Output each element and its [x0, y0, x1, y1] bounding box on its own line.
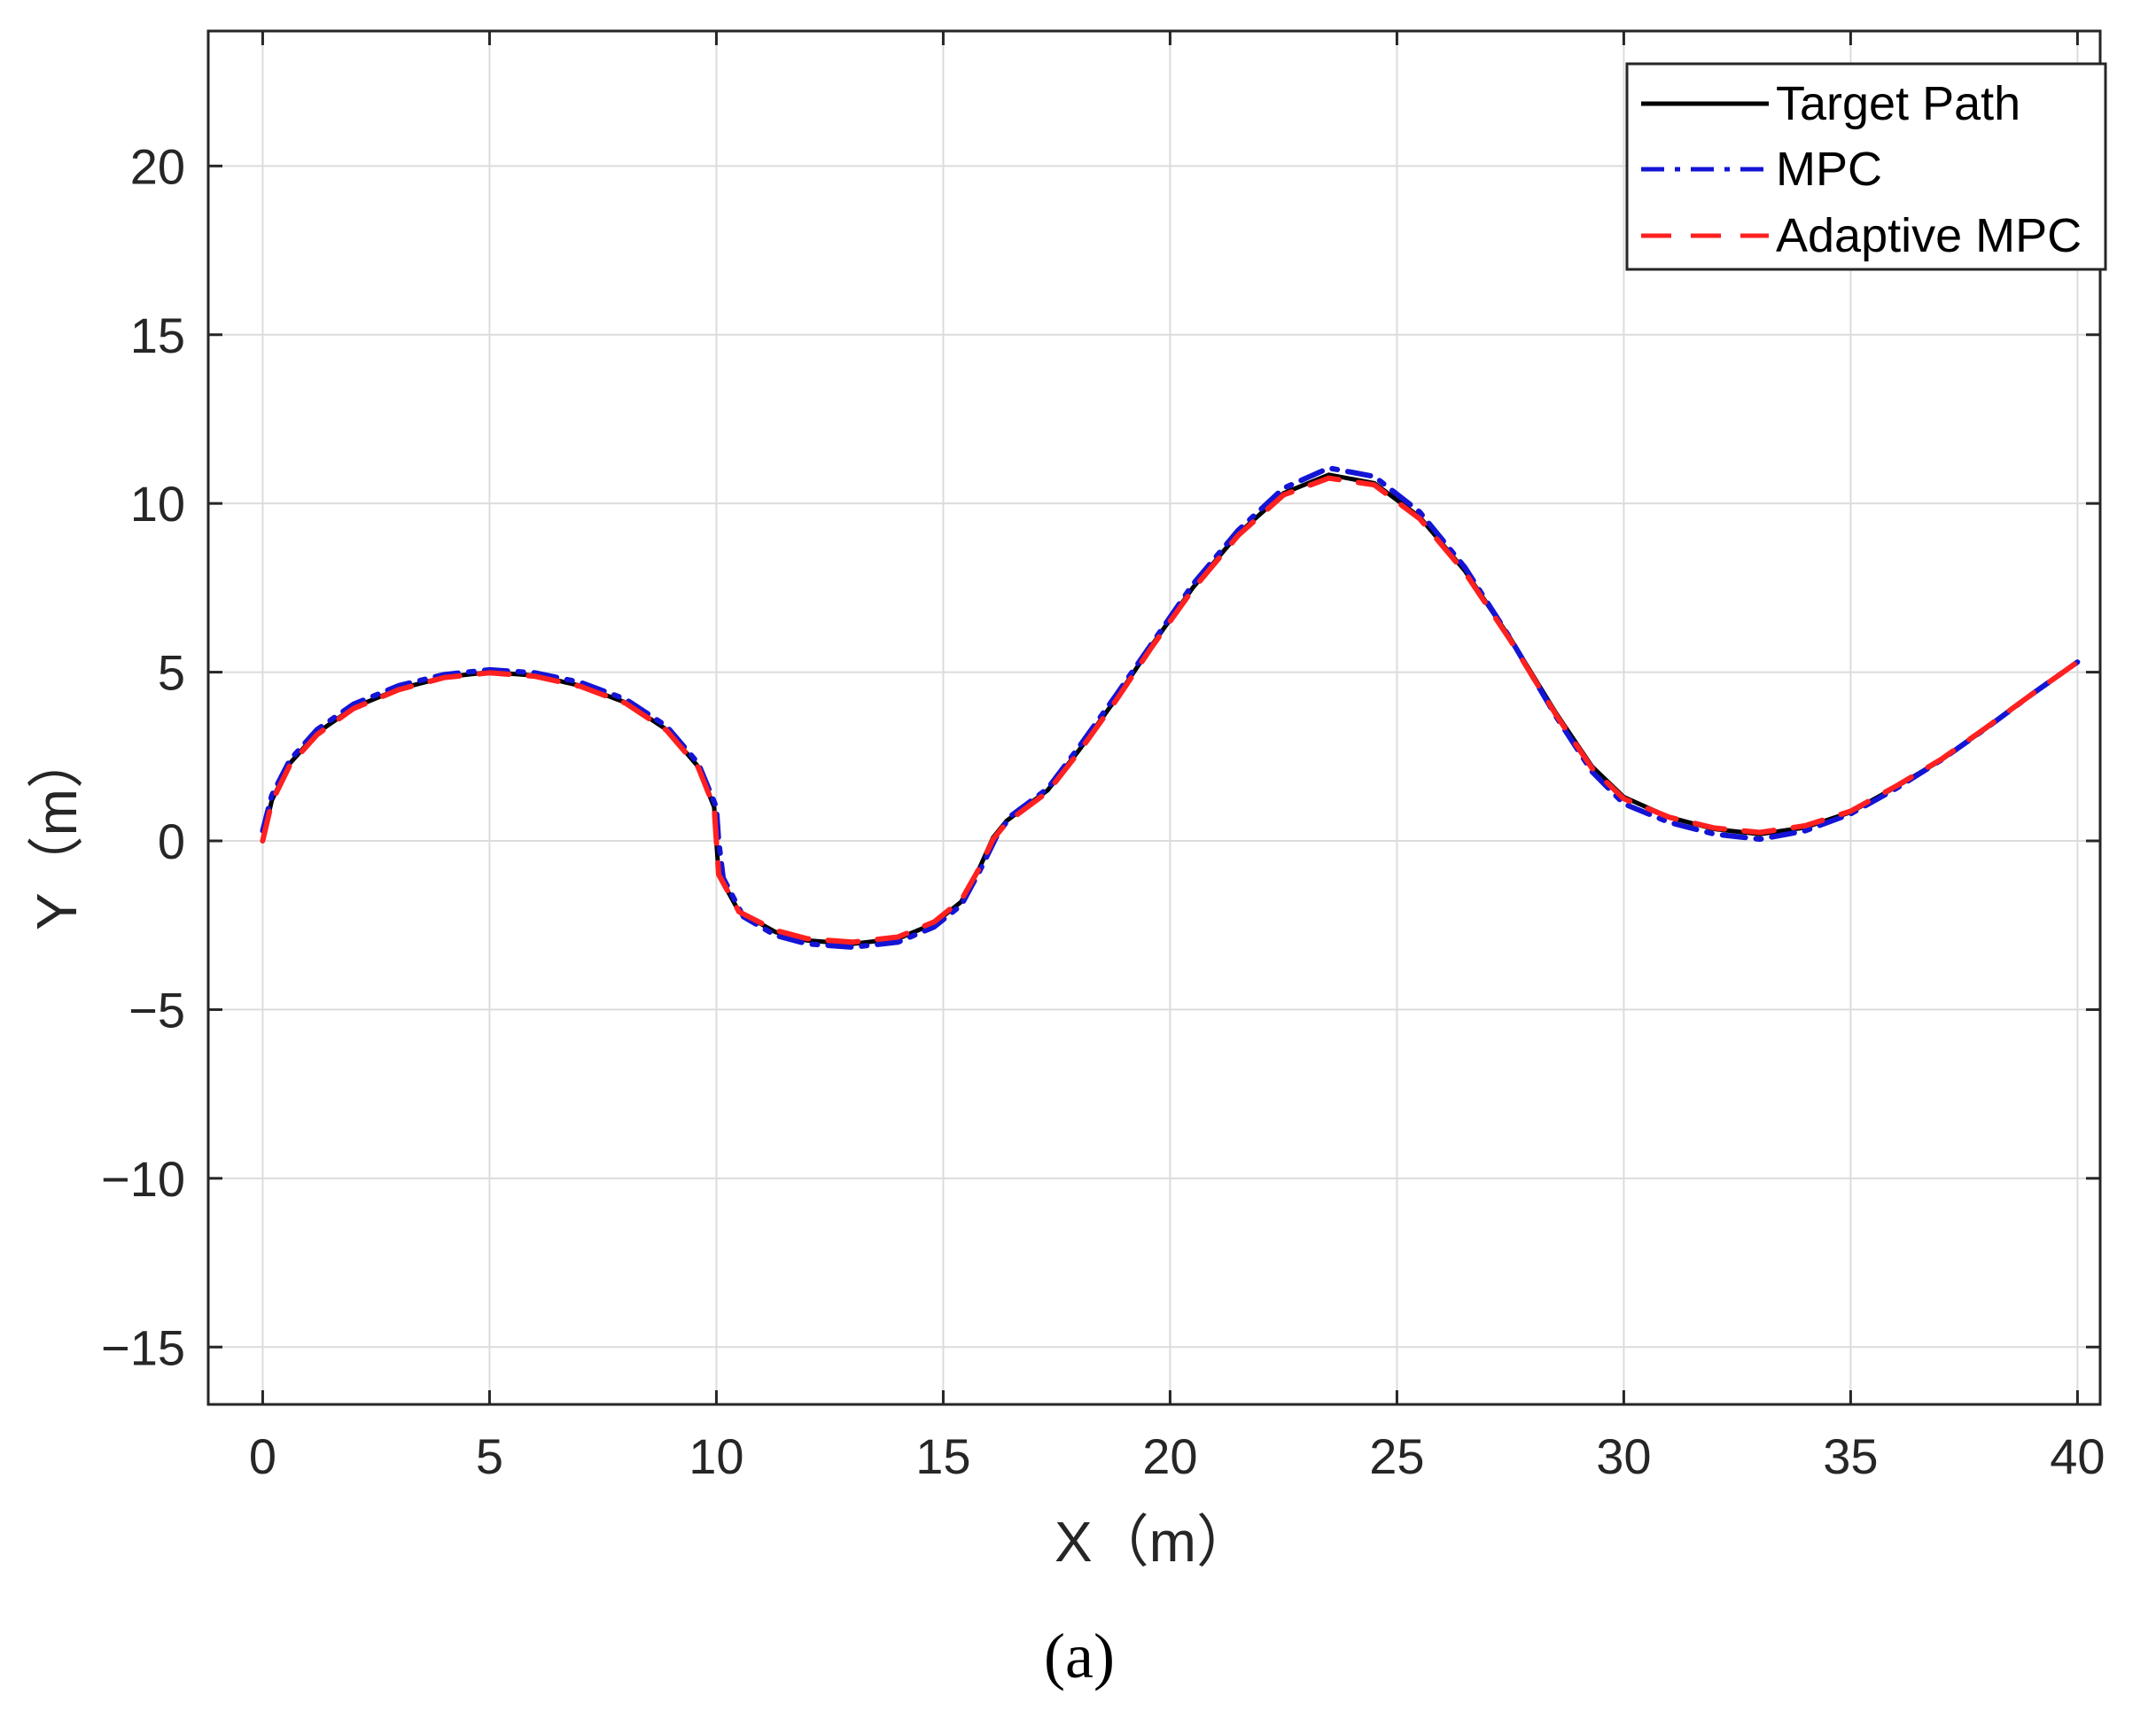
legend: Target Path MPC Adaptive MPC [1625, 62, 2107, 271]
plot-frame [206, 29, 2102, 1406]
x-tick-label: 40 [2050, 1428, 2105, 1484]
x-axis-label: X（m） [1055, 1510, 1253, 1574]
y-axis-label: Y（m） [25, 732, 89, 930]
x-tick-label: 25 [1369, 1428, 1424, 1484]
panel-label: (a) [1044, 1621, 1115, 1692]
tick-labels: 0 5 10 15 20 25 30 35 40 −15 −10 −5 0 5 10 15 20 [101, 138, 2105, 1484]
x-tick-label: 35 [1823, 1428, 1878, 1484]
y-tick-label: −10 [101, 1151, 185, 1207]
y-tick-label: −15 [101, 1319, 185, 1375]
series-lines [260, 465, 2081, 950]
axis-ticks [208, 31, 2100, 1404]
y-tick-label: 20 [130, 138, 185, 194]
y-tick-label: 15 [130, 307, 185, 363]
x-tick-label: 10 [689, 1428, 743, 1484]
y-tick-label: −5 [128, 982, 185, 1038]
x-tick-label: 20 [1142, 1428, 1197, 1484]
y-tick-label: 5 [158, 645, 185, 701]
series-line-mpc [260, 465, 2081, 950]
legend-label-mpc: MPC [1776, 143, 1882, 196]
legend-label-adaptive-mpc: Adaptive MPC [1776, 209, 2082, 262]
y-tick-label: 10 [130, 476, 185, 532]
x-tick-label: 0 [249, 1428, 276, 1484]
x-tick-label: 30 [1596, 1428, 1651, 1484]
x-tick-label: 15 [915, 1428, 970, 1484]
y-tick-label: 0 [158, 813, 185, 869]
legend-label-target-path: Target Path [1776, 77, 2020, 130]
series-line-adaptive-mpc [260, 475, 2081, 945]
x-tick-label: 5 [476, 1428, 503, 1484]
